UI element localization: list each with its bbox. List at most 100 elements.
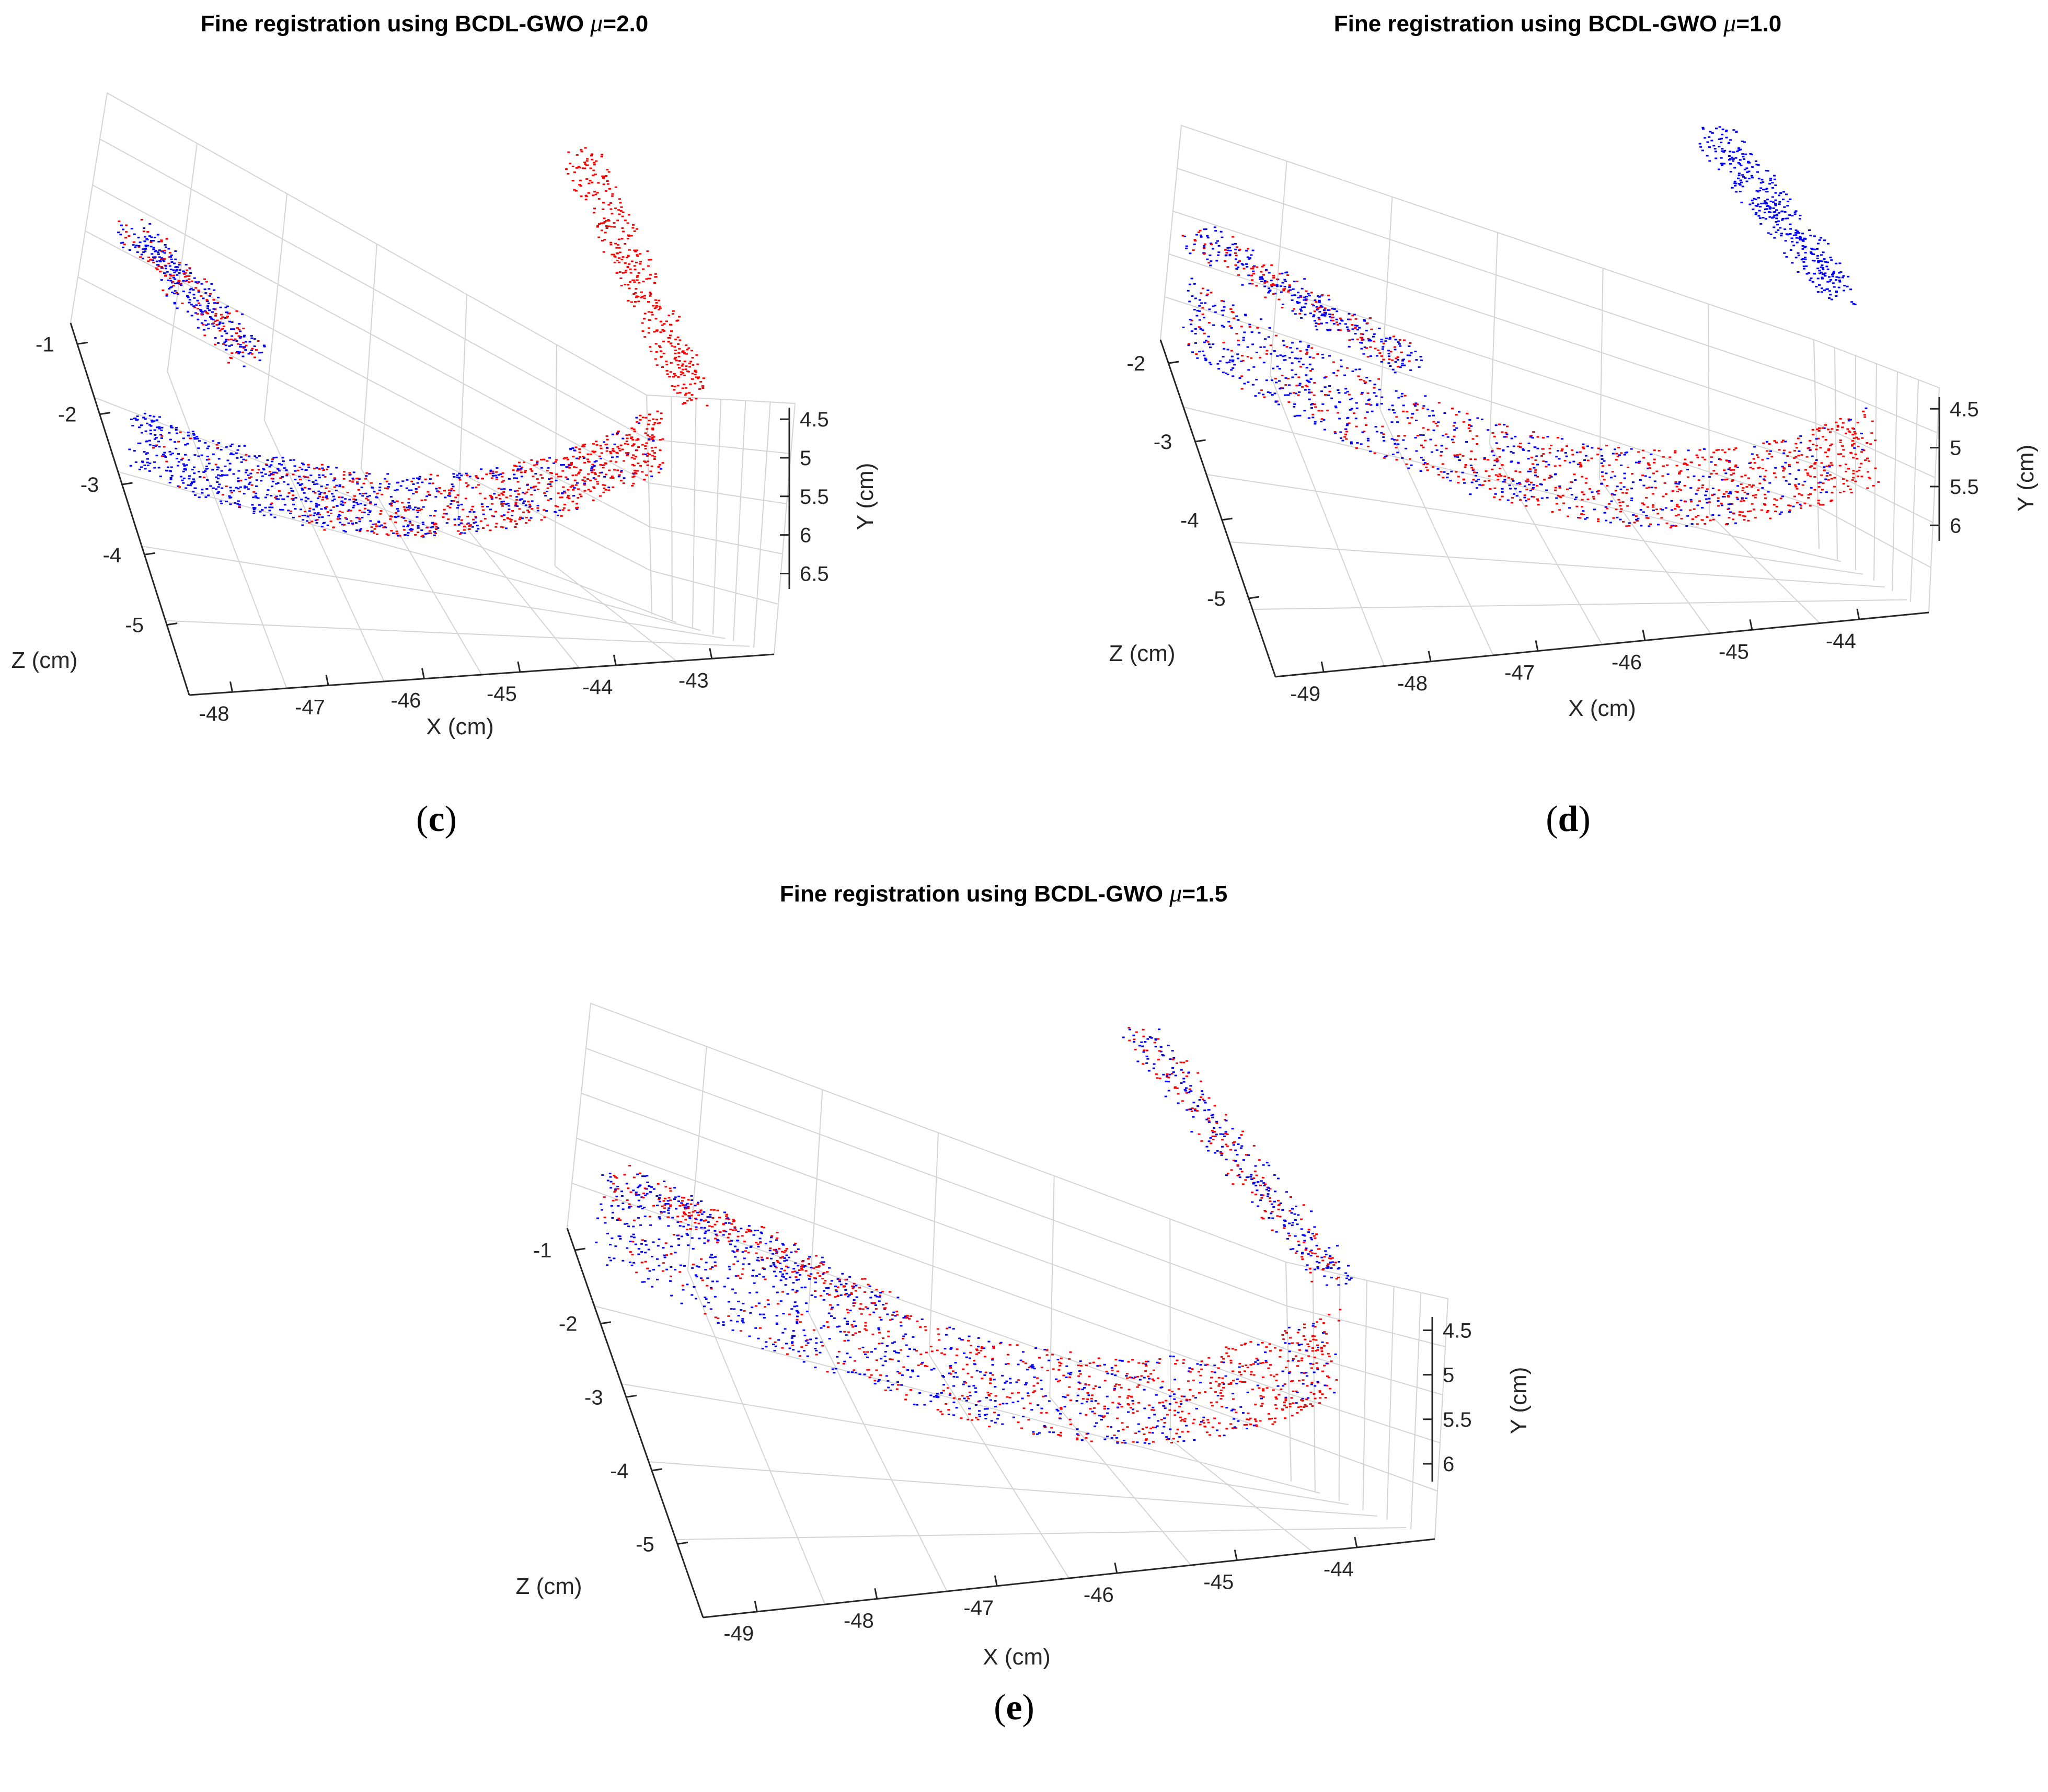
point-mark xyxy=(1545,461,1548,463)
point-mark xyxy=(1283,359,1286,361)
point-mark xyxy=(1502,481,1505,483)
point-mark xyxy=(1630,498,1633,499)
point-mark xyxy=(1355,402,1358,404)
point-mark xyxy=(1759,476,1762,478)
point-mark xyxy=(387,534,390,536)
point-mark xyxy=(1212,343,1215,345)
point-mark xyxy=(523,471,526,473)
point-mark xyxy=(710,1254,713,1256)
point-mark xyxy=(508,478,511,480)
point-mark xyxy=(1207,262,1211,264)
point-mark xyxy=(678,360,681,362)
point-mark xyxy=(1391,404,1394,407)
point-mark xyxy=(1219,230,1223,233)
point-mark xyxy=(1315,322,1318,325)
point-mark xyxy=(1058,1380,1061,1382)
point-mark xyxy=(1768,183,1771,185)
point-mark xyxy=(1120,1386,1123,1389)
point-mark xyxy=(175,429,178,431)
point-mark xyxy=(373,491,376,493)
point-mark xyxy=(1641,502,1644,504)
point-mark xyxy=(528,505,532,507)
point-mark xyxy=(1849,452,1853,454)
point-mark xyxy=(189,484,192,487)
point-mark xyxy=(275,472,279,474)
point-mark xyxy=(197,327,200,329)
point-mark xyxy=(1678,471,1681,473)
point-mark xyxy=(412,483,415,485)
point-mark xyxy=(1304,314,1307,316)
point-mark xyxy=(1422,464,1425,466)
point-mark xyxy=(1274,334,1278,337)
point-mark xyxy=(1754,160,1757,162)
point-mark xyxy=(612,1199,615,1201)
point-mark xyxy=(1419,434,1422,436)
point-mark xyxy=(571,447,574,449)
point-mark xyxy=(1582,447,1585,449)
point-mark xyxy=(963,1397,966,1400)
point-mark xyxy=(1313,394,1316,396)
point-mark xyxy=(1830,443,1833,445)
point-mark xyxy=(159,434,163,436)
point-mark xyxy=(177,465,179,467)
point-mark xyxy=(1264,338,1267,340)
point-mark xyxy=(1345,431,1349,433)
point-mark xyxy=(1387,353,1390,355)
point-mark xyxy=(590,469,593,471)
point-mark xyxy=(1114,1365,1117,1367)
point-mark xyxy=(1225,372,1228,374)
point-mark xyxy=(168,278,171,280)
point-mark xyxy=(224,330,227,332)
point-mark xyxy=(1513,493,1515,495)
point-mark xyxy=(1395,357,1398,360)
point-mark xyxy=(1582,514,1585,515)
point-mark xyxy=(242,342,245,344)
point-mark xyxy=(1764,200,1767,202)
point-mark xyxy=(1355,447,1358,449)
point-mark xyxy=(598,455,601,457)
point-mark xyxy=(481,509,485,511)
point-mark xyxy=(1491,468,1494,470)
point-mark xyxy=(217,474,220,476)
point-mark xyxy=(1235,246,1238,248)
point-mark xyxy=(1222,309,1225,311)
point-mark xyxy=(1809,493,1812,495)
point-mark xyxy=(1320,1346,1323,1348)
point-mark xyxy=(781,1273,785,1275)
point-mark xyxy=(1824,478,1827,480)
point-mark xyxy=(420,529,423,531)
point-mark xyxy=(161,259,164,261)
point-mark xyxy=(635,439,638,441)
point-mark xyxy=(1741,174,1744,176)
point-mark xyxy=(949,1348,952,1350)
point-mark xyxy=(1838,272,1841,274)
point-mark xyxy=(1690,461,1693,464)
point-mark xyxy=(136,251,139,253)
point-mark xyxy=(1310,1367,1313,1369)
point-mark xyxy=(648,259,650,261)
point-mark xyxy=(396,489,399,491)
z-tick-label: -5 xyxy=(125,614,144,637)
point-mark xyxy=(1746,492,1750,494)
point-mark xyxy=(1281,303,1284,305)
point-mark xyxy=(1813,476,1816,478)
point-mark xyxy=(1864,459,1867,461)
point-mark xyxy=(952,1397,956,1399)
point-mark xyxy=(1527,480,1530,482)
point-mark xyxy=(854,1360,856,1362)
point-mark xyxy=(119,234,122,236)
point-mark xyxy=(1818,239,1821,241)
point-mark xyxy=(158,427,161,430)
point-mark xyxy=(243,445,246,447)
point-mark xyxy=(1230,327,1233,329)
point-mark xyxy=(632,482,635,484)
point-mark xyxy=(603,239,606,241)
point-mark xyxy=(1838,465,1842,467)
point-mark xyxy=(1366,437,1370,440)
point-mark xyxy=(1224,260,1227,262)
point-mark xyxy=(1830,500,1833,502)
point-mark xyxy=(1284,281,1287,282)
point-mark xyxy=(1237,261,1240,263)
point-mark xyxy=(635,261,638,263)
point-mark xyxy=(742,1302,745,1304)
